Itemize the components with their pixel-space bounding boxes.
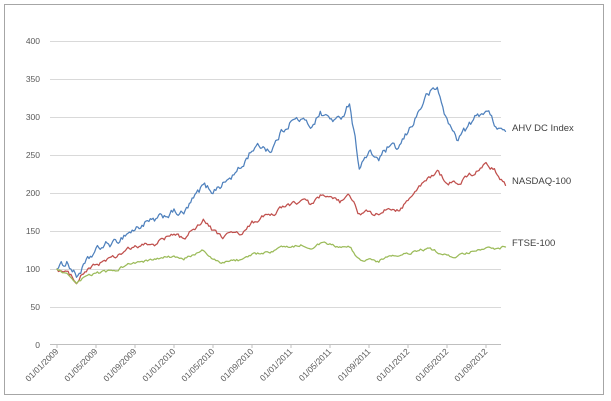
- x-tick-label: 01/05/2010: [179, 346, 216, 383]
- x-tick-label: 01/01/2009: [23, 346, 60, 383]
- x-tick-label: 01/09/2009: [101, 346, 138, 383]
- x-tick-label: 01/01/2010: [140, 346, 177, 383]
- series-line-ftse-100: [56, 241, 507, 285]
- x-tick-label: 01/09/2011: [336, 346, 373, 383]
- y-tick-label-100: 100: [26, 264, 40, 274]
- x-tick-label: 01/05/2011: [297, 346, 334, 383]
- x-tick-label: 01/01/2011: [258, 346, 295, 383]
- series-line-nasdaq-100: [56, 161, 507, 285]
- x-tick-label: 01/09/2010: [218, 346, 255, 383]
- y-tick-label-400: 400: [26, 36, 40, 46]
- x-tick-label: 01/01/2012: [374, 346, 411, 383]
- y-tick-label-250: 250: [26, 150, 40, 160]
- y-tick-label-150: 150: [26, 226, 40, 236]
- legend-label-nasdaq-100: NASDAQ-100: [512, 176, 572, 187]
- y-tick-label-0: 0: [35, 340, 40, 350]
- y-tick-label-50: 50: [31, 302, 41, 312]
- legend-label-ahv-dc-index: AHV DC Index: [512, 123, 574, 134]
- series-line-ahv-dc-index: [56, 86, 507, 278]
- legend-label-ftse-100: FTSE-100: [512, 238, 556, 249]
- y-tick-label-350: 350: [26, 74, 40, 84]
- x-tick-label: 01/05/2009: [62, 346, 99, 383]
- y-tick-label-300: 300: [26, 112, 40, 122]
- y-tick-label-200: 200: [26, 188, 40, 198]
- x-tick-label: 01/05/2012: [413, 346, 450, 383]
- x-tick-label: 01/09/2012: [452, 346, 489, 383]
